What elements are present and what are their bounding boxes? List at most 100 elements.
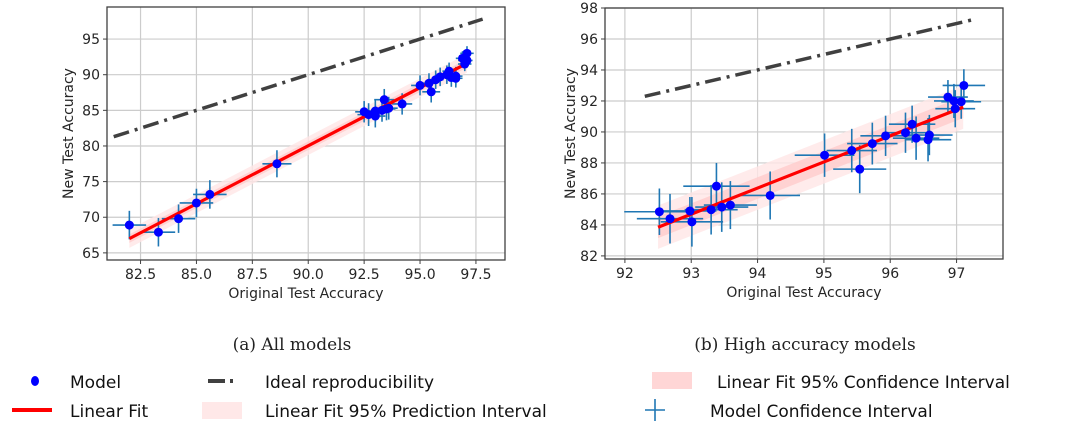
legend-linear-fit-label: Linear Fit (70, 402, 149, 422)
legend-pred-band-swatch (202, 402, 242, 419)
x-tick-label: 92 (616, 266, 634, 282)
panel-b-high-accuracy-models: 92 93 94 95 96 97 82 84 86 88 90 92 94 96 98 Original T… (563, 1, 1004, 301)
legend-item-linear-fit: Linear Fit (12, 402, 149, 422)
legend-item-conf-band: Linear Fit 95% Confidence Interval (652, 372, 1010, 393)
model-point (706, 205, 716, 215)
model-point (956, 97, 966, 107)
y-tick-label: 98 (580, 1, 598, 17)
y-tick-label: 85 (82, 103, 100, 119)
axes-frame (106, 6, 506, 261)
y-tick-label: 95 (82, 32, 100, 48)
x-axis-label: Original Test Accuracy (726, 285, 881, 301)
model-points (654, 80, 969, 227)
model-point (881, 131, 891, 141)
model-point (415, 80, 425, 90)
legend-model-marker (31, 376, 39, 386)
y-tick-label: 90 (580, 125, 598, 141)
y-tick-label: 82 (580, 249, 598, 265)
y-tick-label: 88 (580, 156, 598, 172)
x-tick-label: 94 (749, 266, 767, 282)
ideal-reproducibility-line (644, 17, 977, 99)
model-point (364, 110, 374, 120)
model-point (462, 48, 472, 58)
y-tick-label: 70 (82, 210, 100, 226)
legend-conf-band-swatch (652, 372, 692, 389)
y-tick-label: 96 (580, 32, 598, 48)
y-axis-label: New Test Accuracy (563, 68, 579, 199)
x-tick-label: 96 (881, 266, 899, 282)
x-tick-label: 92.5 (349, 267, 380, 283)
legend-model-label: Model (70, 373, 121, 393)
model-point (384, 103, 394, 113)
model-point (426, 87, 436, 97)
legend-pred-band-label: Linear Fit 95% Prediction Interval (265, 402, 547, 422)
panel-a-all-models: 82.5 85.0 87.5 90.0 92.5 95.0 97.5 65 70 75 80 85 90… (61, 6, 506, 302)
y-tick-label: 92 (580, 94, 598, 110)
x-tick-label: 85.0 (181, 267, 212, 283)
model-point (124, 220, 134, 230)
model-point (687, 217, 697, 227)
model-point (174, 214, 184, 224)
x-tick-label: 82.5 (125, 267, 156, 283)
y-axis-label: New Test Accuracy (61, 68, 77, 199)
x-tick-label: 87.5 (237, 267, 268, 283)
x-tick-label: 95 (815, 266, 833, 282)
y-tick-label: 65 (82, 246, 100, 262)
model-point (867, 139, 877, 149)
model-point (725, 200, 735, 210)
y-tick-label: 75 (82, 175, 100, 191)
model-point (765, 190, 775, 200)
caption-a: (a) All models (233, 335, 352, 355)
linear-fit-line (128, 61, 468, 241)
model-point (665, 214, 675, 224)
y-tick-label: 90 (82, 68, 100, 84)
model-point (959, 80, 969, 90)
model-point (379, 95, 389, 105)
linear-fit-line (657, 105, 964, 229)
model-point (907, 119, 917, 129)
model-point (451, 71, 461, 81)
y-tick-label: 86 (580, 187, 598, 203)
x-tick-label: 97.5 (460, 267, 491, 283)
legend-model-ci-label: Model Confidence Interval (710, 402, 933, 422)
y-tick-label: 80 (82, 139, 100, 155)
model-point (685, 206, 695, 216)
x-tick-label: 97 (948, 266, 966, 282)
model-point (654, 207, 664, 217)
model-point (191, 198, 201, 208)
legend-ideal-label: Ideal reproducibility (265, 373, 434, 393)
model-point (924, 130, 934, 140)
legend-item-ideal: Ideal reproducibility (208, 373, 434, 393)
model-points (124, 48, 472, 237)
axes-frame (604, 7, 1004, 260)
model-point (911, 133, 921, 143)
model-point (153, 227, 163, 237)
ideal-reproducibility-line (113, 17, 484, 139)
model-point (424, 78, 434, 88)
legend-item-model-ci: Model Confidence Interval (645, 399, 933, 422)
model-point (205, 189, 215, 199)
model-point (370, 111, 380, 121)
model-point (949, 96, 959, 106)
model-point (855, 164, 865, 174)
legend-item-pred-band: Linear Fit 95% Prediction Interval (202, 402, 547, 422)
legend-item-model: Model (31, 373, 121, 393)
model-point (272, 159, 282, 169)
model-point (820, 150, 830, 160)
model-point (847, 146, 857, 156)
x-tick-label: 93 (682, 266, 700, 282)
x-axis-label: Original Test Accuracy (228, 286, 383, 302)
x-tick-label: 90.0 (293, 267, 324, 283)
model-point (397, 99, 407, 109)
model-point (717, 202, 727, 212)
y-tick-label: 94 (580, 63, 598, 79)
model-point (711, 181, 721, 191)
x-tick-label: 95.0 (404, 267, 435, 283)
y-tick-label: 84 (580, 218, 598, 234)
caption-b: (b) High accuracy models (694, 335, 915, 355)
model-point (950, 104, 960, 114)
legend-conf-band-label: Linear Fit 95% Confidence Interval (717, 373, 1010, 393)
legend: Model Ideal reproducibility Linear Fit 9… (12, 372, 1010, 422)
model-point (462, 55, 472, 65)
